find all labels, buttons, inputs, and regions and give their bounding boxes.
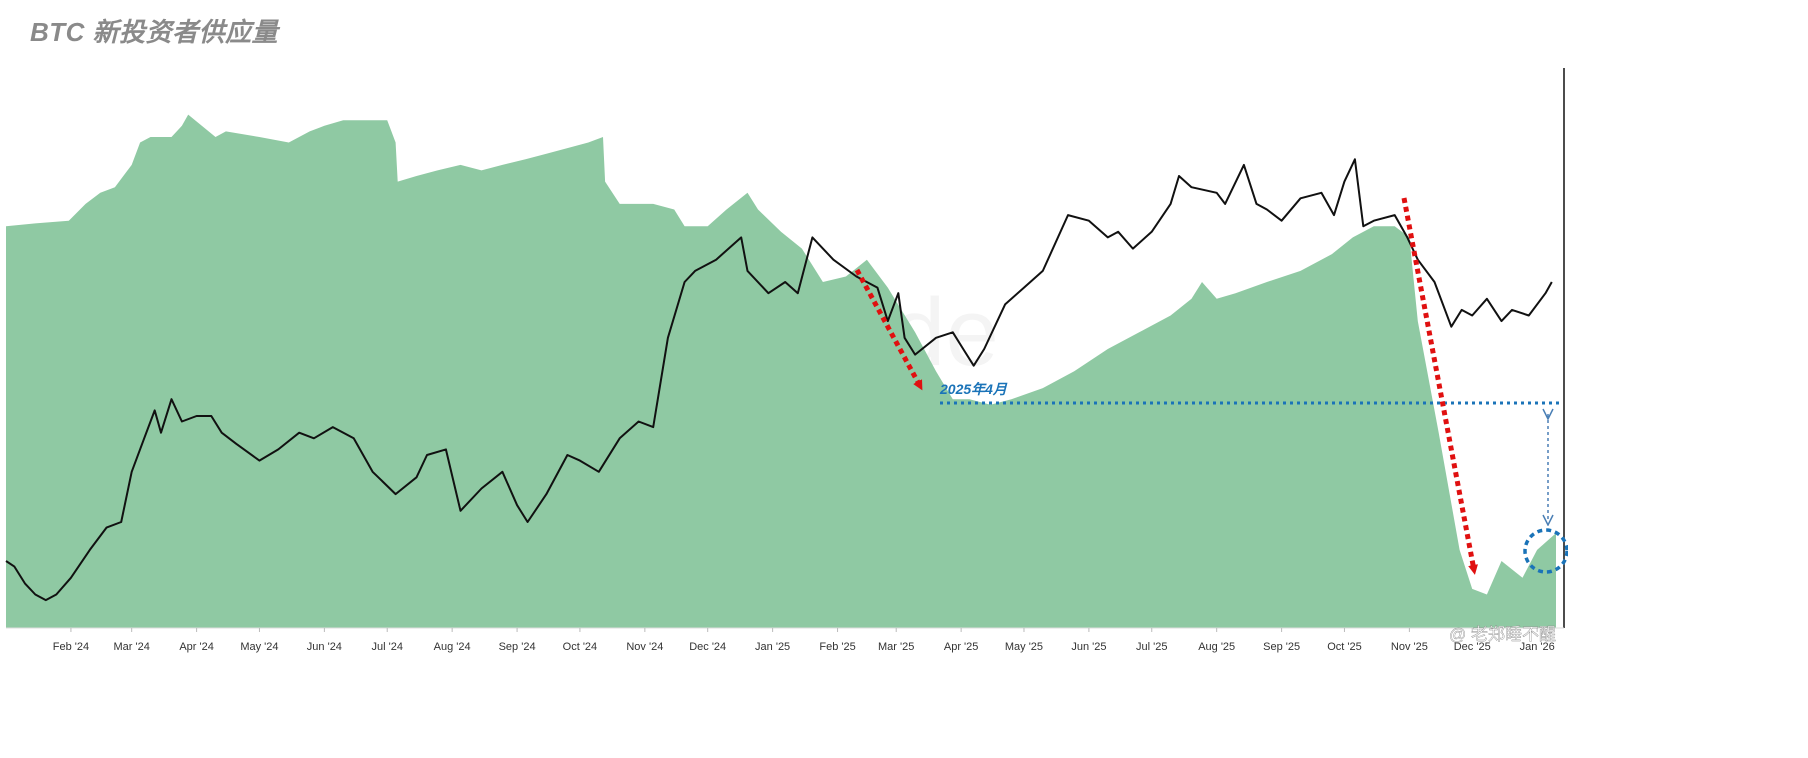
red-arrow-1 [854, 268, 923, 391]
x-tick-label: Nov '24 [626, 641, 663, 653]
x-tick-label: Aug '24 [434, 641, 471, 653]
x-tick-label: Oct '25 [1327, 641, 1362, 653]
x-tick-label: Jun '24 [307, 641, 342, 653]
x-tick-label: Dec '25 [1454, 641, 1491, 653]
credit-watermark: @ 老郑睡不醒 [1449, 625, 1556, 644]
x-tick-label: Jul '24 [371, 641, 402, 653]
x-tick-label: Feb '25 [819, 641, 855, 653]
x-axis-ticks: Feb '24 Mar '24 Apr '24 May '24 Jun '24 Jul '… [53, 628, 1555, 653]
red-arrow-2 [1401, 197, 1478, 575]
x-tick-label: Mar '25 [878, 641, 914, 653]
new-investor-supply-area [6, 114, 1556, 629]
x-tick-label: Dec '24 [689, 641, 726, 653]
btc-price-line [5, 158, 1553, 602]
x-tick-label: Aug '25 [1198, 641, 1235, 653]
x-tick-label: Mar '24 [114, 641, 150, 653]
annotations: 2025年4月 [854, 197, 1568, 575]
x-tick-label: Sep '24 [499, 641, 536, 653]
x-tick-label: Feb '24 [53, 641, 89, 653]
april-2025-label: 2025年4月 [939, 381, 1008, 397]
x-tick-label: Jun '25 [1071, 641, 1106, 653]
x-tick-label: Apr '24 [179, 641, 214, 653]
x-tick-label: May '24 [240, 641, 278, 653]
x-tick-label: Oct '24 [563, 641, 598, 653]
credit-text: @ 老郑睡不醒 [1449, 625, 1556, 644]
x-tick-label: May '25 [1005, 641, 1043, 653]
x-tick-label: Nov '25 [1391, 641, 1428, 653]
x-tick-label: Apr '25 [944, 641, 979, 653]
current-level-circle [1523, 528, 1568, 574]
x-tick-label: Jul '25 [1136, 641, 1167, 653]
chart-title: BTC 新投资者供应量 [30, 17, 279, 47]
x-tick-label: Jan '26 [1520, 641, 1555, 653]
x-tick-label: Sep '25 [1263, 641, 1300, 653]
x-tick-label: Jan '25 [755, 641, 790, 653]
